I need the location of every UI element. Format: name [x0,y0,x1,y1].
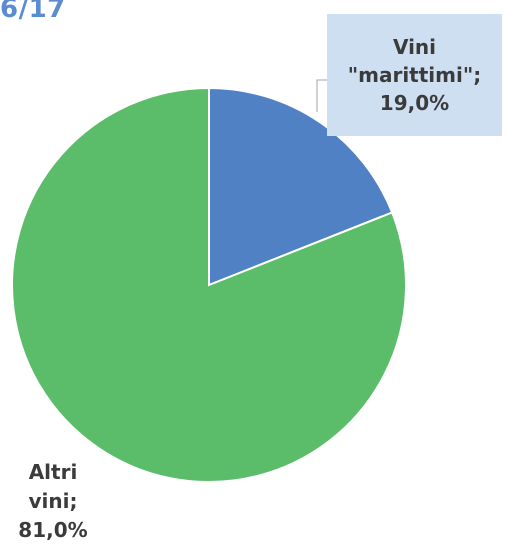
pie-slice-vini-marittimi [208,86,394,287]
data-label-line: 81,0% [18,518,88,542]
data-label-vini-marittimi: Vini "marittimi"; 19,0% [327,14,502,136]
page-title: 6/17 [0,0,66,24]
data-label-altri-vini: Altri vini; 81,0% [8,458,98,545]
data-label-line: "marittimi"; [347,63,482,87]
data-label-line: 19,0% [379,91,450,115]
data-label-line: vini; [28,489,78,513]
callout-leader-line [316,79,328,112]
pie-slice-altri-vini [11,86,407,483]
data-label-line: Vini [392,35,437,59]
data-label-line: Altri [28,460,78,484]
pie-slices [11,86,407,483]
